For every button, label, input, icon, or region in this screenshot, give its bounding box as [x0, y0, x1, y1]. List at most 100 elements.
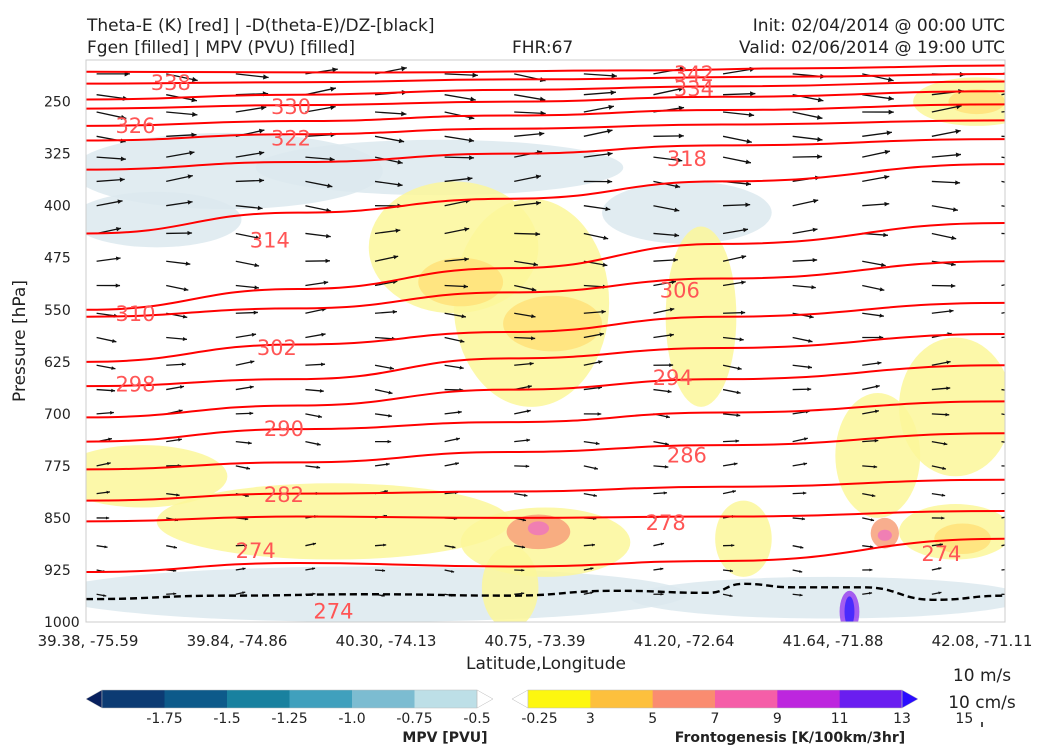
- wind-vector-head: [242, 591, 246, 595]
- x-tick-label: 41.64, -71.88: [783, 632, 884, 650]
- wind-vector-head: [870, 545, 874, 549]
- wind-vector-head: [735, 439, 740, 443]
- wind-vector: [1001, 110, 1005, 113]
- wind-vector-head: [182, 337, 187, 341]
- y-axis-label: Pressure [hPa]: [10, 280, 30, 402]
- wind-vector-head: [450, 570, 455, 573]
- wind-vector-head: [660, 567, 664, 571]
- colorbar-segment: [414, 690, 478, 708]
- wind-vector-head: [104, 545, 108, 549]
- colorbar-tick-label: 9: [773, 711, 782, 727]
- wind-vector-head: [599, 332, 604, 337]
- wind-vector-head: [678, 133, 684, 139]
- wind-vector: [374, 111, 407, 115]
- wind-vector-head: [189, 150, 195, 156]
- wind-vector-head: [602, 262, 608, 267]
- wind-vector-head: [884, 201, 890, 207]
- wind-vector-head: [398, 138, 405, 144]
- wind-vector-head: [120, 156, 126, 162]
- wind-vector-head: [801, 517, 806, 521]
- theta-e-contours: [86, 64, 1005, 601]
- wind-vector-head: [192, 111, 198, 117]
- colorbar-tick-label: -0.25: [521, 711, 557, 727]
- wind-vector-head: [249, 385, 254, 390]
- wind-vector-head: [669, 333, 674, 338]
- wind-vector-head: [674, 183, 681, 189]
- theta-e-label: 298: [115, 373, 155, 397]
- wind-vector-head: [382, 569, 386, 572]
- wind-vector-head: [673, 257, 678, 263]
- wind-vector-head: [257, 205, 263, 211]
- filled-region: [86, 566, 687, 622]
- colorbar-tick-label: -0.5: [463, 711, 490, 727]
- x-axis-label: Latitude,Longitude: [466, 654, 626, 674]
- theta-e-label: 322: [271, 126, 311, 150]
- wind-vector-head: [251, 332, 257, 337]
- wind-vector-head: [185, 261, 191, 266]
- y-tick-label: 1000: [44, 615, 80, 631]
- filled-region: [948, 89, 1005, 115]
- y-tick-label: 850: [44, 511, 71, 527]
- colorbar-segment: [102, 690, 165, 708]
- wind-vector-head: [259, 178, 265, 183]
- wind-vector-head: [388, 390, 393, 395]
- wind-vector-head: [1018, 334, 1022, 338]
- colorbar-outline: [101, 689, 478, 709]
- wind-vector-head: [106, 490, 110, 494]
- wind-vector-head: [868, 591, 873, 595]
- wind-vector: [1001, 465, 1005, 467]
- theta-e-contour-318: [86, 138, 1005, 171]
- wind-vector-head: [879, 287, 885, 292]
- wind-vector-head: [389, 366, 394, 370]
- title-line-1: Theta-E (K) [red] | -D(theta-E)/DZ-[blac…: [87, 16, 435, 36]
- wind-vector-head: [1008, 568, 1011, 571]
- wind-vector-head: [951, 235, 957, 240]
- wind-vector-head: [107, 461, 111, 466]
- theta-e-contour-294: [86, 364, 1005, 419]
- filled-region: [86, 191, 242, 248]
- wind-vector-head: [472, 72, 478, 78]
- wind-vector: [1001, 516, 1005, 519]
- wind-vector: [1001, 93, 1005, 96]
- wind-vector: [444, 73, 478, 77]
- filled-region: [156, 483, 511, 560]
- wind-vector-head: [741, 280, 746, 285]
- wind-vector-head: [179, 385, 184, 389]
- theta-e-contour-342: [86, 64, 1005, 74]
- theta-e-contour-286: [86, 432, 1005, 471]
- wind-vector: [166, 134, 197, 137]
- colorbar-segment: [528, 690, 591, 708]
- wind-vector: [1001, 156, 1005, 159]
- wind-vector-head: [1021, 257, 1026, 261]
- wind-vector-head: [737, 366, 742, 371]
- wind-vector-head: [181, 362, 186, 367]
- wind-vector-head: [461, 314, 466, 319]
- wind-vector-head: [526, 438, 531, 442]
- wind-vector: [1001, 388, 1005, 391]
- wind-vector-head: [521, 545, 526, 549]
- wind-vector-head: [816, 114, 823, 120]
- wind-vector-head: [591, 543, 595, 547]
- wind-vector-head: [1014, 415, 1018, 418]
- wind-vector-head: [952, 207, 958, 212]
- filled-region: [503, 295, 603, 352]
- y-tick-label: 400: [44, 199, 71, 215]
- wind-vector-head: [743, 227, 748, 233]
- wind-vector-head: [593, 493, 597, 497]
- wind-vector-head: [669, 363, 674, 368]
- wind-vector-head: [874, 409, 879, 414]
- wind-vector-head: [817, 136, 823, 142]
- wind-vector-head: [533, 262, 538, 267]
- wind-vector-head: [660, 542, 665, 546]
- colorbar-extend-right: [476, 689, 494, 709]
- wind-vector-head: [1013, 465, 1016, 468]
- colorbar-tick-label: 5: [648, 711, 657, 727]
- wind-vector-head: [869, 568, 873, 572]
- wind-vector-head: [812, 258, 818, 263]
- theta-e-contour-302: [86, 301, 1005, 363]
- wind-vector-head: [1017, 364, 1021, 368]
- wind-vector-head: [674, 207, 680, 213]
- filled-region: [418, 257, 504, 307]
- wind-vector: [166, 73, 198, 82]
- wind-vector-head: [955, 129, 961, 134]
